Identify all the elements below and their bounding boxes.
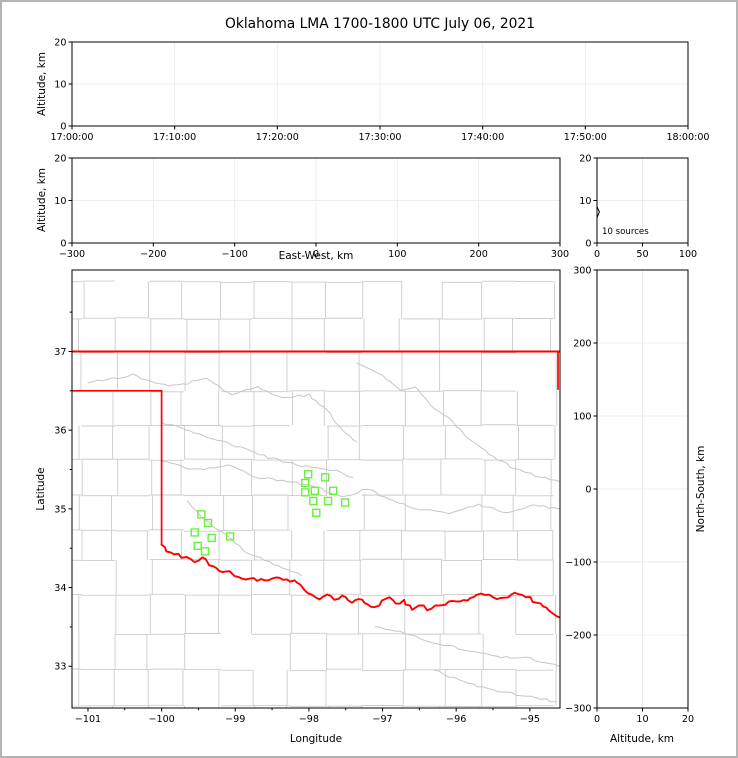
svg-text:−95: −95 xyxy=(520,714,540,725)
svg-text:37: 37 xyxy=(54,347,66,358)
svg-text:−200: −200 xyxy=(140,249,166,260)
svg-text:200: 200 xyxy=(470,249,488,260)
svg-text:20: 20 xyxy=(579,153,591,164)
svg-text:200: 200 xyxy=(573,338,591,349)
gridline-layer xyxy=(72,42,688,708)
svg-text:0: 0 xyxy=(313,249,319,260)
svg-text:−99: −99 xyxy=(225,714,245,725)
svg-text:20: 20 xyxy=(54,37,66,48)
svg-text:0: 0 xyxy=(585,484,591,495)
svg-text:300: 300 xyxy=(551,249,569,260)
svg-text:10: 10 xyxy=(636,714,648,725)
northsouth-panel-xlabel: Altitude, km xyxy=(610,733,674,745)
map-ylabel: Latitude xyxy=(35,467,47,510)
map-xlabel: Longitude xyxy=(290,733,342,745)
svg-text:36: 36 xyxy=(54,426,66,437)
svg-text:100: 100 xyxy=(388,249,406,260)
svg-text:100: 100 xyxy=(679,249,697,260)
svg-text:−101: −101 xyxy=(75,714,101,725)
time-panel-ylabel: Altitude, km xyxy=(36,52,48,116)
svg-text:17:00:00: 17:00:00 xyxy=(50,132,93,143)
svg-text:−96: −96 xyxy=(446,714,466,725)
svg-text:20: 20 xyxy=(54,153,66,164)
svg-text:17:30:00: 17:30:00 xyxy=(358,132,401,143)
svg-text:17:10:00: 17:10:00 xyxy=(153,132,196,143)
svg-text:18:00:00: 18:00:00 xyxy=(666,132,709,143)
svg-text:300: 300 xyxy=(573,265,591,276)
svg-text:−100: −100 xyxy=(565,557,591,568)
svg-text:33: 33 xyxy=(54,662,66,673)
svg-text:0: 0 xyxy=(60,121,66,132)
svg-text:−300: −300 xyxy=(565,703,591,714)
svg-text:17:50:00: 17:50:00 xyxy=(564,132,607,143)
svg-text:0: 0 xyxy=(594,714,600,725)
svg-text:−300: −300 xyxy=(59,249,85,260)
svg-text:35: 35 xyxy=(54,504,66,515)
svg-text:−200: −200 xyxy=(565,630,591,641)
svg-text:0: 0 xyxy=(594,249,600,260)
svg-text:17:20:00: 17:20:00 xyxy=(256,132,299,143)
histogram-annotation: 10 sources xyxy=(602,227,649,237)
map-layer xyxy=(72,280,560,708)
svg-text:−100: −100 xyxy=(148,714,174,725)
svg-text:−100: −100 xyxy=(221,249,247,260)
eastwest-panel-ylabel: Altitude, km xyxy=(36,168,48,232)
svg-text:10: 10 xyxy=(54,196,66,207)
svg-text:10: 10 xyxy=(54,79,66,90)
axis-layer: 17:00:00 17:10:00 17:20:00 17:30:00 17:40:00… xyxy=(50,37,709,725)
svg-text:0: 0 xyxy=(60,238,66,249)
svg-text:−98: −98 xyxy=(299,714,319,725)
svg-text:10: 10 xyxy=(579,196,591,207)
svg-text:34: 34 xyxy=(54,583,66,594)
svg-text:100: 100 xyxy=(573,411,591,422)
northsouth-panel-ylabel: North-South, km xyxy=(695,446,707,533)
figure-title: Oklahoma LMA 1700-1800 UTC July 06, 2021 xyxy=(225,16,535,32)
svg-text:50: 50 xyxy=(636,249,648,260)
svg-text:0: 0 xyxy=(585,238,591,249)
data-layer xyxy=(190,205,600,556)
svg-text:20: 20 xyxy=(682,714,694,725)
svg-text:−97: −97 xyxy=(372,714,392,725)
eastwest-panel-xlabel: East-West, km xyxy=(279,250,354,262)
svg-text:17:40:00: 17:40:00 xyxy=(461,132,504,143)
